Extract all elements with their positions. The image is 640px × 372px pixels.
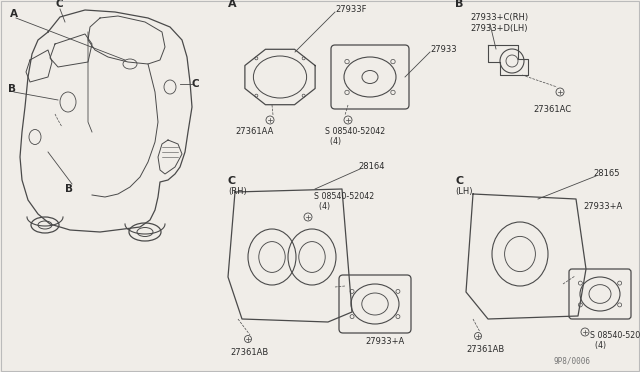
Text: (LH): (LH) [455,187,472,196]
Text: 28165: 28165 [593,169,620,178]
Text: 27361AA: 27361AA [235,127,273,136]
Text: A: A [228,0,237,9]
Text: 9P8/0006: 9P8/0006 [553,357,590,366]
Text: S 08540-52042
  (4): S 08540-52042 (4) [314,192,374,211]
Text: C: C [228,176,236,186]
Text: C: C [455,176,463,186]
Text: S 08540-52042
  (4): S 08540-52042 (4) [325,126,385,146]
Text: (RH): (RH) [228,187,247,196]
Text: B: B [65,184,73,194]
Text: A: A [10,9,18,19]
Text: 27933+A: 27933+A [365,337,404,346]
Text: 27933+C(RH): 27933+C(RH) [470,13,528,22]
Text: 27933+A: 27933+A [583,202,622,211]
Text: S 08540-52042
  (4): S 08540-52042 (4) [590,331,640,350]
Text: 27361AB: 27361AB [230,348,268,357]
Text: B: B [8,84,16,94]
Text: C: C [192,79,200,89]
Text: 27933F: 27933F [335,5,367,14]
Text: 27933+D(LH): 27933+D(LH) [470,24,527,33]
Text: 27361AB: 27361AB [466,345,504,354]
Text: C: C [55,0,63,9]
Text: 27361AC: 27361AC [533,105,571,114]
Text: B: B [455,0,463,9]
Text: 28164: 28164 [358,162,385,171]
Text: 27933: 27933 [430,45,456,54]
